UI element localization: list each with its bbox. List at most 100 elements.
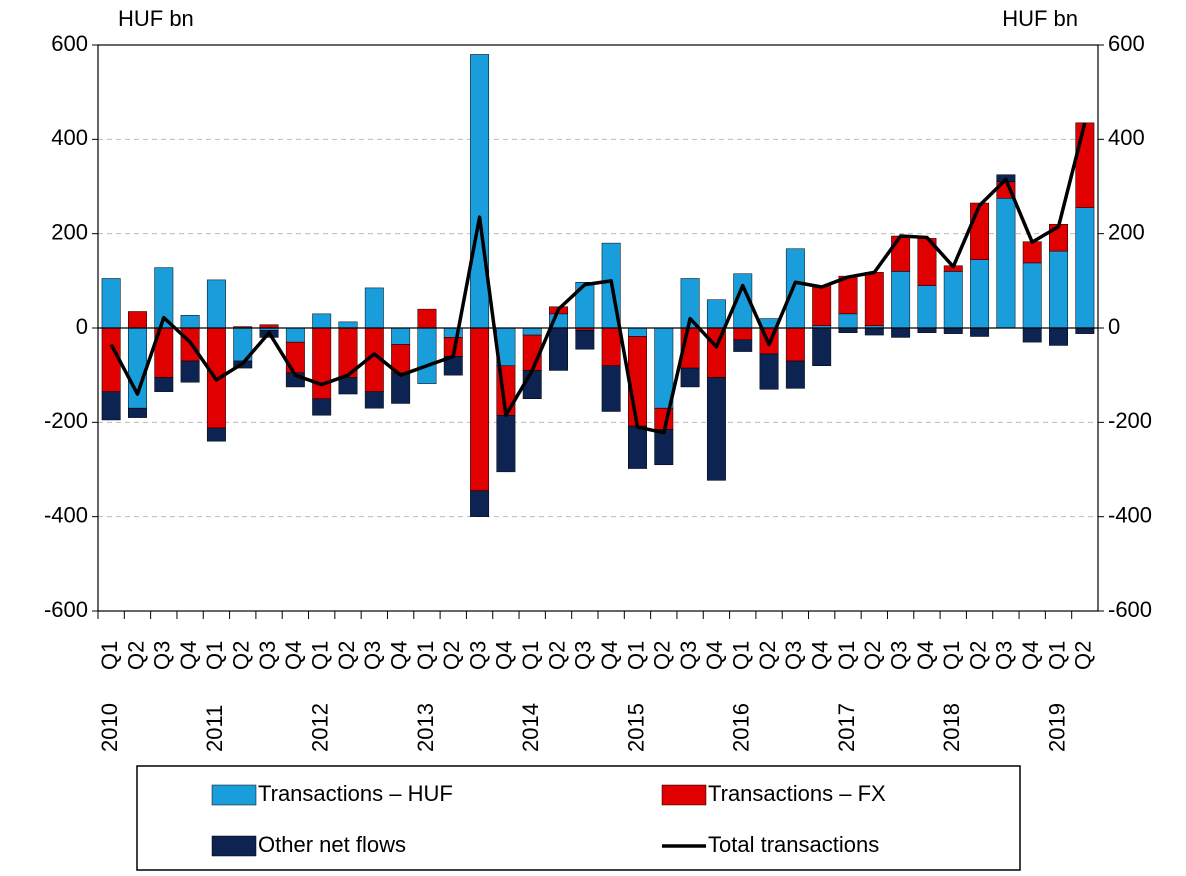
x-tick-label: Q4 — [597, 641, 622, 670]
x-tick-label: Q3 — [992, 641, 1017, 670]
x-tick-label: Q2 — [544, 641, 569, 670]
x-tick-label: Q2 — [650, 641, 675, 670]
x-tick-label: Q1 — [307, 641, 332, 670]
bar — [891, 327, 911, 338]
bar — [180, 315, 200, 329]
y2-tick-label: 600 — [1108, 31, 1145, 56]
bar — [891, 235, 911, 272]
bar — [338, 321, 358, 329]
bar — [785, 248, 805, 329]
bar — [601, 327, 621, 366]
x-tick-label: Q4 — [386, 641, 411, 670]
bar — [285, 341, 305, 374]
bar — [838, 313, 858, 329]
x-tick-label: Q3 — [781, 641, 806, 670]
legend-label: Other net flows — [258, 832, 406, 857]
x-tick-label: Q2 — [755, 641, 780, 670]
bar — [338, 377, 358, 395]
bar — [943, 327, 963, 334]
bar — [680, 367, 700, 388]
bar — [522, 327, 542, 336]
legend-label: Transactions – FX — [708, 781, 886, 806]
y-tick-label: 600 — [51, 31, 88, 56]
year-label: 2015 — [623, 703, 648, 752]
bar — [917, 327, 937, 333]
bar — [1049, 250, 1068, 329]
bar — [128, 311, 147, 329]
bar — [1022, 327, 1042, 343]
bar — [285, 327, 305, 343]
x-tick-label: Q1 — [623, 641, 648, 670]
y-tick-label: -400 — [44, 502, 88, 527]
bar — [1022, 241, 1042, 264]
x-tick-label: Q1 — [413, 641, 438, 670]
y-tick-label: 400 — [51, 125, 88, 150]
legend-label: Transactions – HUF — [258, 781, 453, 806]
bar — [391, 372, 411, 404]
x-tick-label: Q2 — [965, 641, 990, 670]
bar — [706, 299, 726, 329]
x-tick-label: Q2 — [860, 641, 885, 670]
bar — [101, 278, 121, 329]
year-label: 2013 — [413, 703, 438, 752]
bar — [101, 391, 121, 421]
bar — [496, 415, 516, 473]
x-tick-label: Q4 — [492, 641, 517, 670]
bar — [812, 327, 832, 366]
y-axis-title: HUF bn — [118, 6, 194, 31]
year-label: 2018 — [939, 703, 964, 752]
bar — [864, 327, 884, 336]
x-tick-label: Q4 — [702, 641, 727, 670]
bar — [996, 198, 1016, 329]
bar — [970, 202, 990, 260]
y2-tick-label: -200 — [1108, 408, 1152, 433]
x-tick-label: Q4 — [1018, 641, 1043, 670]
bar — [1075, 122, 1095, 208]
plot-frame — [97, 44, 1099, 612]
bar — [180, 360, 200, 383]
bar — [706, 377, 726, 481]
x-tick-label: Q4 — [176, 641, 201, 670]
bar — [417, 327, 437, 384]
x-tick-label: Q3 — [465, 641, 490, 670]
y2-tick-label: 400 — [1108, 125, 1145, 150]
x-tick-label: Q2 — [229, 641, 254, 670]
x-tick-label: Q3 — [886, 641, 911, 670]
year-label: 2014 — [518, 703, 543, 752]
bar — [417, 308, 437, 329]
x-tick-label: Q2 — [123, 641, 148, 670]
bar — [154, 377, 174, 392]
legend-swatch — [211, 835, 257, 857]
bar — [970, 259, 990, 329]
bar — [206, 427, 226, 442]
y2-axis-title: HUF bn — [1002, 6, 1078, 31]
bar — [470, 327, 490, 491]
bar — [128, 407, 147, 418]
bar — [575, 330, 595, 350]
bar — [812, 285, 832, 326]
y-tick-label: 0 — [76, 314, 88, 339]
bar — [1022, 262, 1042, 329]
bar — [1075, 327, 1095, 334]
legend-swatch — [211, 784, 257, 806]
bar — [733, 339, 753, 352]
x-tick-label: Q3 — [676, 641, 701, 670]
bar — [733, 327, 753, 341]
bar — [1049, 327, 1068, 346]
bar — [470, 490, 490, 517]
bar — [364, 287, 384, 329]
legend-swatch — [661, 784, 707, 806]
bar — [838, 275, 858, 315]
x-tick-label: Q3 — [360, 641, 385, 670]
year-label: 2010 — [97, 703, 122, 752]
bar — [759, 353, 779, 390]
bar — [1075, 207, 1095, 329]
bar — [470, 54, 490, 329]
year-label: 2017 — [834, 703, 859, 752]
x-tick-label: Q4 — [807, 641, 832, 670]
bar — [628, 327, 647, 337]
bar — [601, 365, 621, 412]
x-tick-label: Q4 — [281, 641, 306, 670]
bar — [628, 336, 647, 427]
